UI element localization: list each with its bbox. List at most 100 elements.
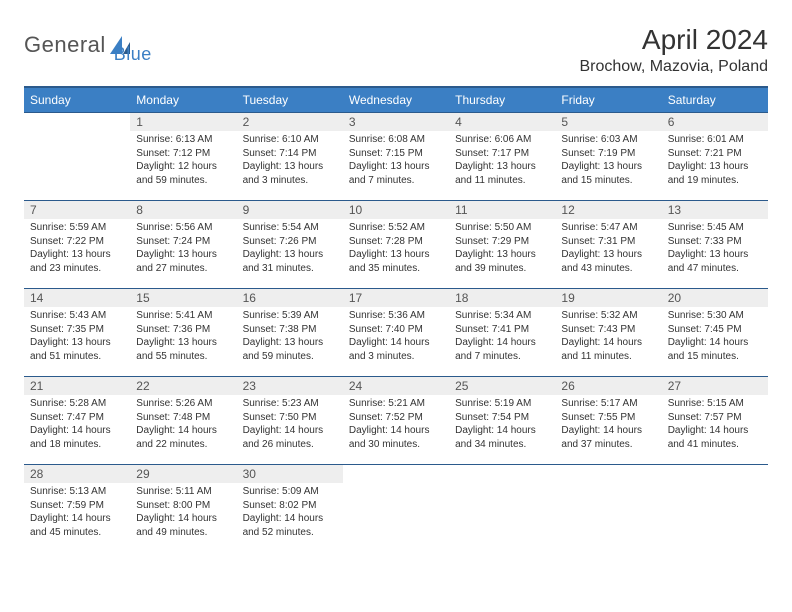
day-body: Sunrise: 5:28 AMSunset: 7:47 PMDaylight:… [24,395,130,455]
day-body: Sunrise: 5:56 AMSunset: 7:24 PMDaylight:… [130,219,236,279]
day-number: 21 [24,377,130,395]
day-number: 7 [24,201,130,219]
day-number: 1 [130,113,236,131]
weekday-row: SundayMondayTuesdayWednesdayThursdayFrid… [24,87,768,113]
day-number: 12 [555,201,661,219]
day-number: 4 [449,113,555,131]
day-number: 29 [130,465,236,483]
day-number: 30 [237,465,343,483]
calendar-cell: 30Sunrise: 5:09 AMSunset: 8:02 PMDayligh… [237,465,343,553]
weekday-header: Sunday [24,87,130,113]
calendar-row: .1Sunrise: 6:13 AMSunset: 7:12 PMDayligh… [24,113,768,201]
calendar-cell: 28Sunrise: 5:13 AMSunset: 7:59 PMDayligh… [24,465,130,553]
day-number: 16 [237,289,343,307]
day-body: Sunrise: 6:01 AMSunset: 7:21 PMDaylight:… [662,131,768,191]
calendar-cell: 23Sunrise: 5:23 AMSunset: 7:50 PMDayligh… [237,377,343,465]
calendar-cell: 16Sunrise: 5:39 AMSunset: 7:38 PMDayligh… [237,289,343,377]
day-number: 24 [343,377,449,395]
day-body: Sunrise: 5:19 AMSunset: 7:54 PMDaylight:… [449,395,555,455]
weekday-header: Thursday [449,87,555,113]
day-number: 3 [343,113,449,131]
day-body: Sunrise: 5:36 AMSunset: 7:40 PMDaylight:… [343,307,449,367]
calendar-cell: 11Sunrise: 5:50 AMSunset: 7:29 PMDayligh… [449,201,555,289]
calendar-row: 14Sunrise: 5:43 AMSunset: 7:35 PMDayligh… [24,289,768,377]
calendar-cell: 17Sunrise: 5:36 AMSunset: 7:40 PMDayligh… [343,289,449,377]
day-body: Sunrise: 6:13 AMSunset: 7:12 PMDaylight:… [130,131,236,191]
weekday-header: Wednesday [343,87,449,113]
calendar-cell: 7Sunrise: 5:59 AMSunset: 7:22 PMDaylight… [24,201,130,289]
calendar-cell: 4Sunrise: 6:06 AMSunset: 7:17 PMDaylight… [449,113,555,201]
day-body: Sunrise: 5:41 AMSunset: 7:36 PMDaylight:… [130,307,236,367]
day-body: Sunrise: 5:45 AMSunset: 7:33 PMDaylight:… [662,219,768,279]
calendar-cell: . [24,113,130,201]
calendar-cell: 21Sunrise: 5:28 AMSunset: 7:47 PMDayligh… [24,377,130,465]
calendar-cell: . [449,465,555,553]
calendar-cell: 2Sunrise: 6:10 AMSunset: 7:14 PMDaylight… [237,113,343,201]
day-body: Sunrise: 6:03 AMSunset: 7:19 PMDaylight:… [555,131,661,191]
day-number: 14 [24,289,130,307]
logo-text-general: General [24,32,106,58]
day-number: 8 [130,201,236,219]
calendar-cell: 8Sunrise: 5:56 AMSunset: 7:24 PMDaylight… [130,201,236,289]
calendar-table: SundayMondayTuesdayWednesdayThursdayFrid… [24,86,768,553]
day-number: 11 [449,201,555,219]
day-number: 2 [237,113,343,131]
calendar-cell: 24Sunrise: 5:21 AMSunset: 7:52 PMDayligh… [343,377,449,465]
title-block: April 2024 Brochow, Mazovia, Poland [579,24,768,76]
calendar-cell: . [662,465,768,553]
day-number: 5 [555,113,661,131]
header: General Blue April 2024 Brochow, Mazovia… [24,24,768,76]
calendar-cell: 1Sunrise: 6:13 AMSunset: 7:12 PMDaylight… [130,113,236,201]
day-body: Sunrise: 5:17 AMSunset: 7:55 PMDaylight:… [555,395,661,455]
day-number: 13 [662,201,768,219]
day-body: Sunrise: 5:30 AMSunset: 7:45 PMDaylight:… [662,307,768,367]
day-body: Sunrise: 5:23 AMSunset: 7:50 PMDaylight:… [237,395,343,455]
day-body: Sunrise: 5:43 AMSunset: 7:35 PMDaylight:… [24,307,130,367]
day-body: Sunrise: 5:26 AMSunset: 7:48 PMDaylight:… [130,395,236,455]
weekday-header: Tuesday [237,87,343,113]
day-number: 19 [555,289,661,307]
calendar-cell: 20Sunrise: 5:30 AMSunset: 7:45 PMDayligh… [662,289,768,377]
day-body: Sunrise: 5:50 AMSunset: 7:29 PMDaylight:… [449,219,555,279]
calendar-cell: 25Sunrise: 5:19 AMSunset: 7:54 PMDayligh… [449,377,555,465]
calendar-cell: 22Sunrise: 5:26 AMSunset: 7:48 PMDayligh… [130,377,236,465]
day-body: Sunrise: 5:15 AMSunset: 7:57 PMDaylight:… [662,395,768,455]
weekday-header: Friday [555,87,661,113]
day-body: Sunrise: 5:32 AMSunset: 7:43 PMDaylight:… [555,307,661,367]
day-body: Sunrise: 5:39 AMSunset: 7:38 PMDaylight:… [237,307,343,367]
logo-text-blue: Blue [114,44,152,65]
calendar-cell: 18Sunrise: 5:34 AMSunset: 7:41 PMDayligh… [449,289,555,377]
calendar-row: 28Sunrise: 5:13 AMSunset: 7:59 PMDayligh… [24,465,768,553]
page-title: April 2024 [579,24,768,56]
calendar-cell: 10Sunrise: 5:52 AMSunset: 7:28 PMDayligh… [343,201,449,289]
calendar-cell: 5Sunrise: 6:03 AMSunset: 7:19 PMDaylight… [555,113,661,201]
calendar-cell: 3Sunrise: 6:08 AMSunset: 7:15 PMDaylight… [343,113,449,201]
calendar-cell: . [343,465,449,553]
day-number: 22 [130,377,236,395]
calendar-cell: 6Sunrise: 6:01 AMSunset: 7:21 PMDaylight… [662,113,768,201]
day-number: 25 [449,377,555,395]
day-number: 28 [24,465,130,483]
calendar-cell: 9Sunrise: 5:54 AMSunset: 7:26 PMDaylight… [237,201,343,289]
day-body: Sunrise: 6:10 AMSunset: 7:14 PMDaylight:… [237,131,343,191]
calendar-cell: 26Sunrise: 5:17 AMSunset: 7:55 PMDayligh… [555,377,661,465]
day-number: 23 [237,377,343,395]
day-body: Sunrise: 5:52 AMSunset: 7:28 PMDaylight:… [343,219,449,279]
day-body: Sunrise: 5:59 AMSunset: 7:22 PMDaylight:… [24,219,130,279]
calendar-cell: 12Sunrise: 5:47 AMSunset: 7:31 PMDayligh… [555,201,661,289]
calendar-head: SundayMondayTuesdayWednesdayThursdayFrid… [24,87,768,113]
day-body: Sunrise: 6:06 AMSunset: 7:17 PMDaylight:… [449,131,555,191]
day-body: Sunrise: 5:54 AMSunset: 7:26 PMDaylight:… [237,219,343,279]
calendar-row: 21Sunrise: 5:28 AMSunset: 7:47 PMDayligh… [24,377,768,465]
calendar-cell: 15Sunrise: 5:41 AMSunset: 7:36 PMDayligh… [130,289,236,377]
calendar-cell: 19Sunrise: 5:32 AMSunset: 7:43 PMDayligh… [555,289,661,377]
day-number: 20 [662,289,768,307]
calendar-cell: 13Sunrise: 5:45 AMSunset: 7:33 PMDayligh… [662,201,768,289]
calendar-cell: . [555,465,661,553]
calendar-row: 7Sunrise: 5:59 AMSunset: 7:22 PMDaylight… [24,201,768,289]
weekday-header: Monday [130,87,236,113]
day-number: 17 [343,289,449,307]
calendar-cell: 14Sunrise: 5:43 AMSunset: 7:35 PMDayligh… [24,289,130,377]
location-text: Brochow, Mazovia, Poland [579,58,768,76]
logo: General Blue [24,24,152,65]
